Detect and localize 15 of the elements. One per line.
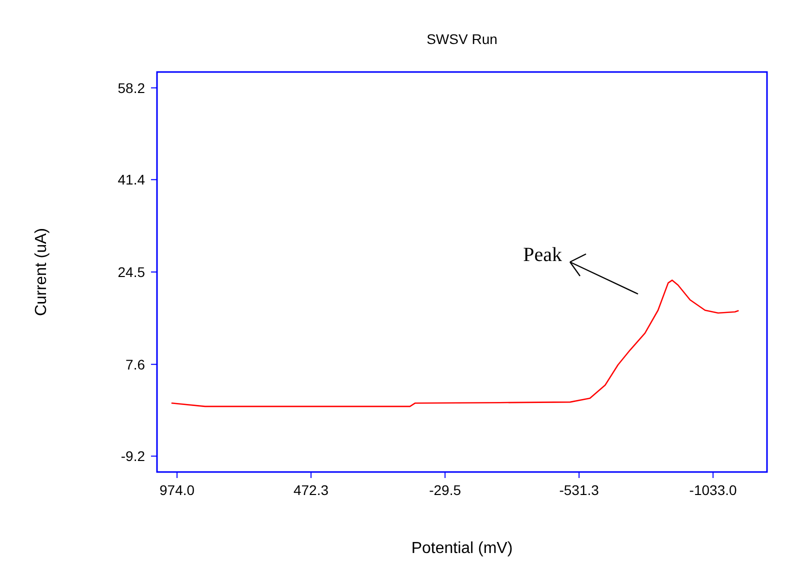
y-tick-label: -9.2 bbox=[120, 448, 146, 464]
line-series bbox=[171, 280, 739, 408]
y-tick-label: 41.4 bbox=[118, 172, 146, 188]
y-axis-title: Current (uA) bbox=[33, 228, 50, 316]
y-tick-label: 24.5 bbox=[118, 264, 146, 280]
annotation: Peak bbox=[523, 244, 562, 266]
x-tick-label: -29.5 bbox=[429, 482, 462, 498]
y-tick-label: 58.2 bbox=[118, 80, 146, 96]
x-tick-label: 472.3 bbox=[294, 482, 329, 498]
chart-title: SWSV Run bbox=[426, 31, 498, 47]
x-axis-title: Potential (mV) bbox=[411, 540, 513, 557]
y-tick-label: 7.6 bbox=[126, 356, 146, 372]
x-tick-label: -531.3 bbox=[559, 482, 600, 498]
x-tick-label: 974.0 bbox=[160, 482, 195, 498]
x-tick-label: -1033.0 bbox=[689, 482, 738, 498]
